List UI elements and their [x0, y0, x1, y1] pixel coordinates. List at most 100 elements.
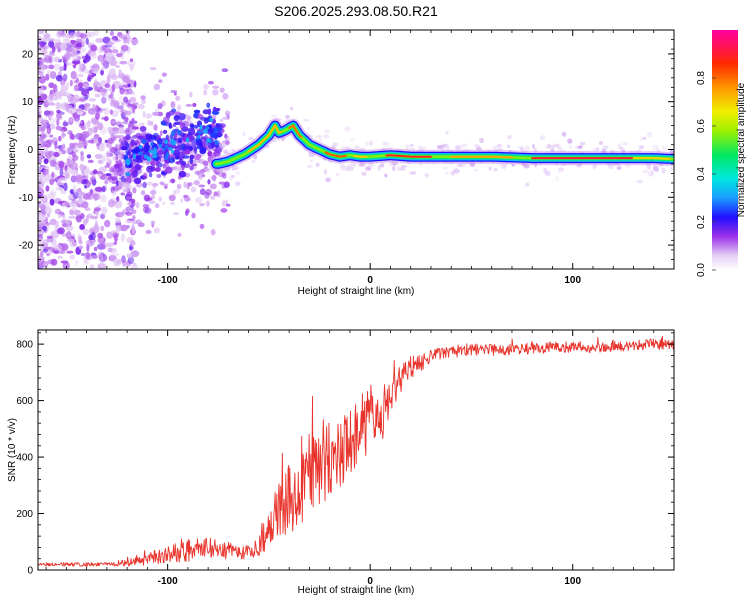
heatmap-cell — [221, 68, 229, 73]
heatmap-cell — [53, 151, 60, 158]
heatmap-cell — [69, 209, 74, 216]
heatmap-cell — [123, 181, 131, 189]
heatmap-cell — [189, 145, 193, 152]
heatmap-cell — [111, 127, 120, 132]
heatmap-cell — [108, 68, 116, 77]
heatmap-cell — [474, 168, 479, 172]
heatmap-cell — [309, 159, 313, 163]
heatmap-cell — [126, 79, 135, 84]
heatmap-cell — [49, 198, 55, 206]
heatmap-cell — [219, 118, 224, 122]
heatmap-cell — [84, 94, 89, 101]
heatmap-cell — [146, 156, 152, 162]
heatmap-cell — [49, 218, 57, 226]
heatmap-cell — [647, 131, 653, 138]
heatmap-cell — [97, 159, 104, 165]
heatmap-cell — [82, 228, 90, 236]
heatmap-cell — [72, 184, 77, 194]
heatmap-cell — [152, 154, 158, 159]
heatmap-cell — [82, 81, 90, 88]
snr-ylabel: SNR (10 * v/v) — [7, 418, 18, 482]
heatmap-cell — [67, 47, 74, 52]
heatmap-cell — [377, 165, 381, 172]
heatmap-cell — [473, 144, 480, 148]
heatmap-cell — [145, 113, 153, 119]
heatmap-cell — [173, 145, 180, 150]
heatmap-cell — [120, 233, 126, 242]
heatmap-cell — [187, 115, 192, 120]
heatmap-cell — [202, 83, 209, 91]
heatmap-cell — [219, 87, 225, 93]
heatmap-cell — [80, 151, 84, 156]
heatmap-cell — [87, 139, 94, 144]
heatmap-cell — [192, 102, 197, 107]
heatmap-cell — [154, 203, 160, 209]
heatmap-cell — [57, 255, 63, 259]
heatmap-cell — [94, 186, 103, 192]
heatmap-cell — [322, 134, 330, 139]
heatmap-cell — [174, 164, 182, 172]
heatmap-cell — [495, 145, 501, 149]
heatmap-cell — [122, 188, 130, 193]
heatmap-cell — [63, 62, 67, 71]
heatmap-cell — [78, 245, 84, 250]
heatmap-cell — [98, 166, 107, 173]
heatmap-cell — [114, 234, 118, 243]
heatmap-cell — [409, 171, 417, 175]
heatmap-cell — [38, 234, 43, 242]
heatmap-cell — [59, 167, 64, 177]
heatmap-cell — [442, 166, 449, 170]
heatmap-cell — [543, 167, 548, 174]
heatmap-cell — [137, 135, 144, 140]
heatmap-cell — [40, 195, 48, 204]
heatmap-cell — [545, 170, 551, 177]
heatmap-cell — [60, 260, 69, 264]
heatmap-cell — [180, 161, 186, 166]
heatmap-cell — [251, 159, 256, 163]
heatmap-cell — [524, 145, 530, 152]
heatmap-cell — [544, 144, 551, 149]
spectrogram-ridge — [209, 118, 674, 171]
ridge-core — [288, 124, 303, 139]
heatmap-cell — [189, 154, 195, 160]
heatmap-cell — [127, 256, 135, 265]
heatmap-cell — [77, 73, 84, 78]
heatmap-cell — [69, 118, 73, 122]
heatmap-cell — [223, 173, 227, 179]
heatmap-cell — [46, 205, 51, 214]
heatmap-cell — [224, 133, 228, 139]
heatmap-cell — [55, 112, 62, 119]
heatmap-cell — [184, 210, 189, 217]
heatmap-cell — [58, 135, 62, 142]
heatmap-cell — [45, 185, 50, 192]
heatmap-cell — [94, 153, 103, 159]
heatmap-cell — [183, 181, 187, 188]
heatmap-cell — [195, 197, 203, 204]
heatmap-cell — [110, 75, 119, 80]
heatmap-cell — [78, 47, 87, 54]
heatmap-cell — [141, 122, 145, 127]
heatmap-cell — [69, 254, 76, 260]
heatmap-cell — [167, 147, 174, 151]
heatmap-cell — [185, 137, 190, 143]
heatmap-cell — [126, 191, 133, 198]
heatmap-cell — [45, 139, 54, 144]
heatmap-cell — [42, 48, 47, 57]
heatmap-cell — [159, 181, 165, 185]
heatmap-cell — [118, 69, 122, 78]
snr-series — [38, 335, 674, 568]
heatmap-cell — [454, 145, 462, 150]
heatmap-cell — [210, 195, 216, 200]
heatmap-cell — [100, 213, 106, 220]
heatmap-cell — [56, 112, 61, 121]
heatmap-cell — [110, 165, 116, 173]
heatmap-cell — [38, 237, 44, 243]
heatmap-cell — [105, 52, 113, 57]
heatmap-cell — [117, 180, 124, 187]
heatmap-cell — [145, 229, 152, 235]
heatmap-cell — [120, 49, 126, 54]
heatmap-cell — [69, 79, 73, 87]
heatmap-cell — [409, 143, 414, 147]
heatmap-cell — [103, 92, 110, 99]
heatmap-cell — [193, 112, 199, 119]
